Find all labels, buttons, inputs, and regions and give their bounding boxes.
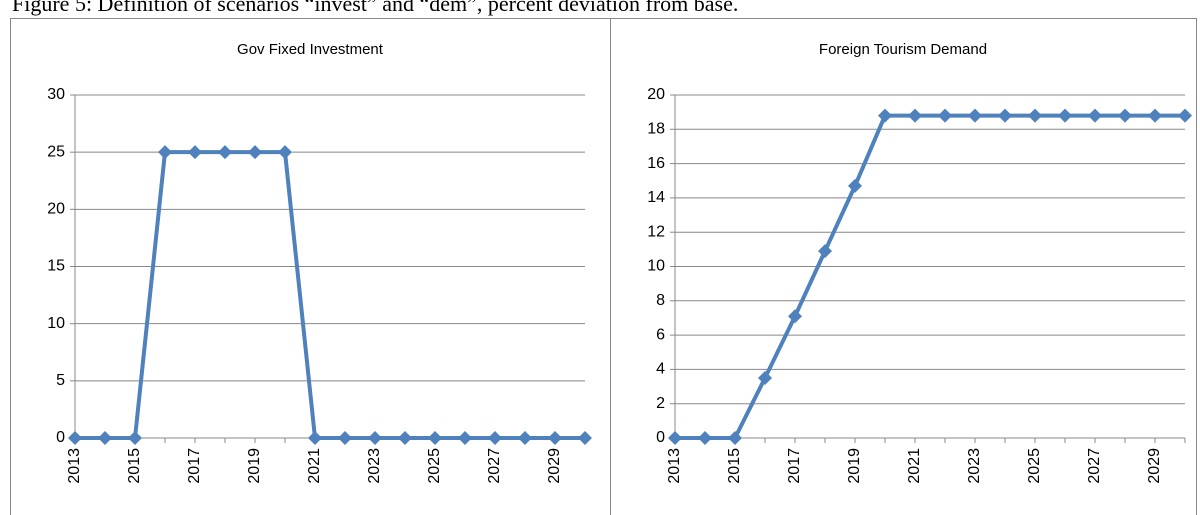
- y-tick-label: 5: [56, 372, 65, 389]
- x-tick-label: 2029: [1146, 448, 1163, 484]
- x-tick-label: 2017: [786, 448, 803, 484]
- marker: [938, 108, 952, 123]
- marker: [1028, 108, 1042, 123]
- x-tick-label: 2027: [486, 448, 503, 484]
- marker: [1178, 108, 1192, 123]
- marker: [368, 431, 382, 445]
- y-tick-label: 18: [647, 121, 665, 138]
- x-tick-label: 2021: [306, 448, 323, 484]
- y-tick-label: 4: [656, 361, 665, 378]
- marker: [848, 178, 862, 193]
- marker: [68, 431, 82, 445]
- panel-border: [610, 18, 1197, 515]
- y-tick-label: 0: [56, 429, 65, 446]
- x-tick-label: 2023: [966, 448, 983, 484]
- x-tick-label: 2015: [126, 448, 143, 484]
- marker: [878, 108, 892, 123]
- x-tick-label: 2015: [726, 448, 743, 484]
- marker: [578, 431, 592, 445]
- x-tick-label: 2013: [666, 448, 683, 484]
- marker: [308, 431, 322, 445]
- marker: [158, 145, 172, 160]
- y-tick-label: 20: [647, 86, 665, 103]
- y-tick-label: 10: [647, 258, 665, 275]
- marker: [1148, 108, 1162, 123]
- y-tick-label: 20: [47, 201, 65, 218]
- marker: [548, 431, 562, 445]
- caption: Figure 5: Definition of scenarios “inves…: [12, 0, 738, 16]
- line: [75, 150, 585, 440]
- chart-title: Gov Fixed Investment: [237, 41, 384, 58]
- x-tick-label: 2013: [66, 448, 83, 484]
- x-tick-label: 2023: [366, 448, 383, 484]
- marker: [758, 370, 772, 385]
- marker: [128, 431, 142, 445]
- y-tick-label: 14: [647, 189, 665, 206]
- marker: [248, 145, 262, 160]
- y-tick-label: 12: [647, 223, 665, 240]
- x-tick-label: 2025: [1026, 448, 1043, 484]
- y-tick-label: 30: [47, 86, 65, 103]
- marker: [668, 431, 682, 445]
- marker: [1118, 108, 1132, 123]
- x-tick-label: 2019: [246, 448, 263, 484]
- marker: [518, 431, 532, 445]
- y-tick-label: 2: [656, 395, 665, 412]
- marker: [218, 145, 232, 160]
- x-tick-label: 2019: [846, 448, 863, 484]
- y-tick-label: 10: [47, 315, 65, 332]
- marker: [278, 145, 292, 160]
- y-tick-label: 25: [47, 143, 65, 160]
- marker: [488, 431, 502, 445]
- marker: [728, 431, 742, 445]
- y-tick-label: 8: [656, 292, 665, 309]
- marker: [1058, 108, 1072, 123]
- marker: [998, 108, 1012, 123]
- y-tick-label: 6: [656, 326, 665, 343]
- x-tick-label: 2027: [1086, 448, 1103, 484]
- marker: [908, 108, 922, 123]
- marker: [398, 431, 412, 445]
- marker: [818, 244, 832, 259]
- marker: [98, 431, 112, 445]
- marker: [968, 108, 982, 123]
- x-tick-label: 2017: [186, 448, 203, 484]
- marker: [458, 431, 472, 445]
- x-tick-label: 2025: [426, 448, 443, 484]
- marker: [698, 431, 712, 445]
- x-tick-label: 2021: [906, 448, 923, 484]
- marker: [428, 431, 442, 445]
- marker: [188, 145, 202, 160]
- y-tick-label: 15: [47, 258, 65, 275]
- y-tick-label: 0: [656, 429, 665, 446]
- y-tick-label: 16: [647, 155, 665, 172]
- chart-title: Foreign Tourism Demand: [819, 41, 987, 58]
- marker: [338, 431, 352, 445]
- marker: [1088, 108, 1102, 123]
- marker: [788, 309, 802, 324]
- x-tick-label: 2029: [546, 448, 563, 484]
